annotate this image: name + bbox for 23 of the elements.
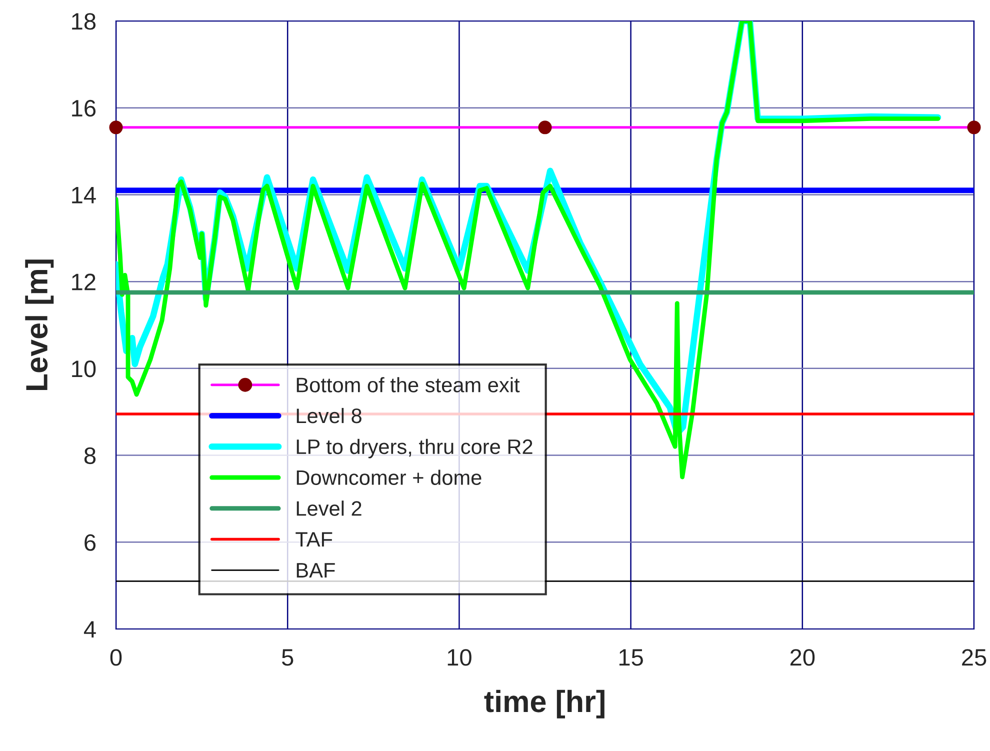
y-axis-title: Level [m] — [25, 260, 54, 390]
x-tick-label: 25 — [962, 649, 986, 666]
y-tick-label: 10 — [72, 360, 96, 378]
legend-label: Level 8 — [296, 408, 362, 424]
y-tick-label: 16 — [72, 100, 96, 117]
legend-label: Downcomer + dome — [296, 470, 482, 486]
x-tick-label: 0 — [110, 649, 122, 666]
legend-label: Bottom of the steam exit — [296, 377, 520, 392]
y-tick-label: 14 — [72, 187, 96, 204]
x-tick-label: 5 — [282, 649, 294, 666]
legend-label: BAF — [296, 563, 335, 578]
y-tick-label: 12 — [72, 274, 96, 290]
x-tick-label: 10 — [448, 649, 472, 666]
y-tick-label: 18 — [72, 13, 96, 30]
y-tick-label: 4 — [84, 621, 96, 638]
x-axis-title: time [hr] — [484, 690, 604, 718]
x-tick-label: 20 — [790, 649, 815, 666]
legend-label: LP to dryers, thru core R2 — [296, 438, 532, 458]
legend-label: Level 2 — [296, 500, 362, 516]
y-tick-label: 6 — [84, 534, 96, 551]
y-tick-label: 8 — [84, 447, 96, 464]
x-tick-label: 15 — [619, 649, 643, 666]
legend-label: TAF — [296, 532, 332, 547]
